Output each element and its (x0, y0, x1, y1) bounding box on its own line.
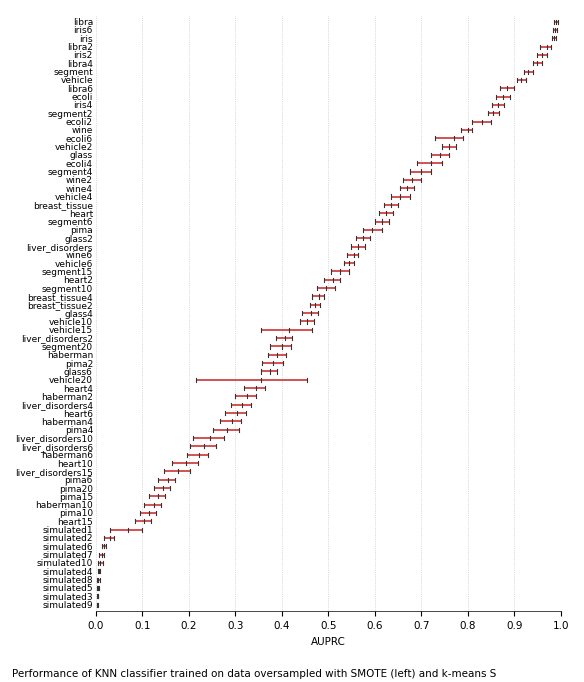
Text: Performance of KNN classifier trained on data oversampled with SMOTE (left) and : Performance of KNN classifier trained on… (12, 668, 496, 679)
X-axis label: AUPRC: AUPRC (311, 636, 346, 647)
